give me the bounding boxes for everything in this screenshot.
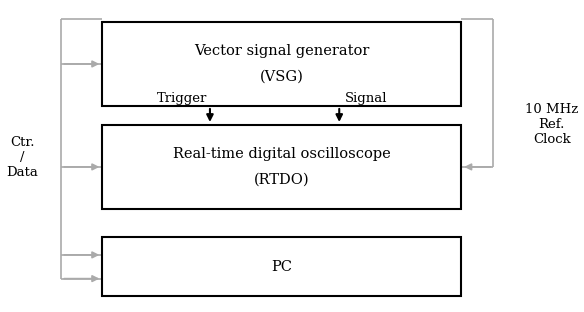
Text: (VSG): (VSG) xyxy=(260,70,304,83)
Text: Real-time digital oscilloscope: Real-time digital oscilloscope xyxy=(173,148,391,161)
FancyBboxPatch shape xyxy=(102,22,461,106)
Text: 10 MHz
Ref.
Clock: 10 MHz Ref. Clock xyxy=(525,103,579,146)
FancyBboxPatch shape xyxy=(102,125,461,209)
Text: Signal: Signal xyxy=(345,91,388,105)
Text: Vector signal generator: Vector signal generator xyxy=(194,45,370,58)
Text: PC: PC xyxy=(272,260,292,274)
FancyBboxPatch shape xyxy=(102,237,461,296)
Text: Ctr.
/
Data: Ctr. / Data xyxy=(6,136,38,179)
Text: (RTDO): (RTDO) xyxy=(254,173,310,186)
Text: Trigger: Trigger xyxy=(157,91,207,105)
